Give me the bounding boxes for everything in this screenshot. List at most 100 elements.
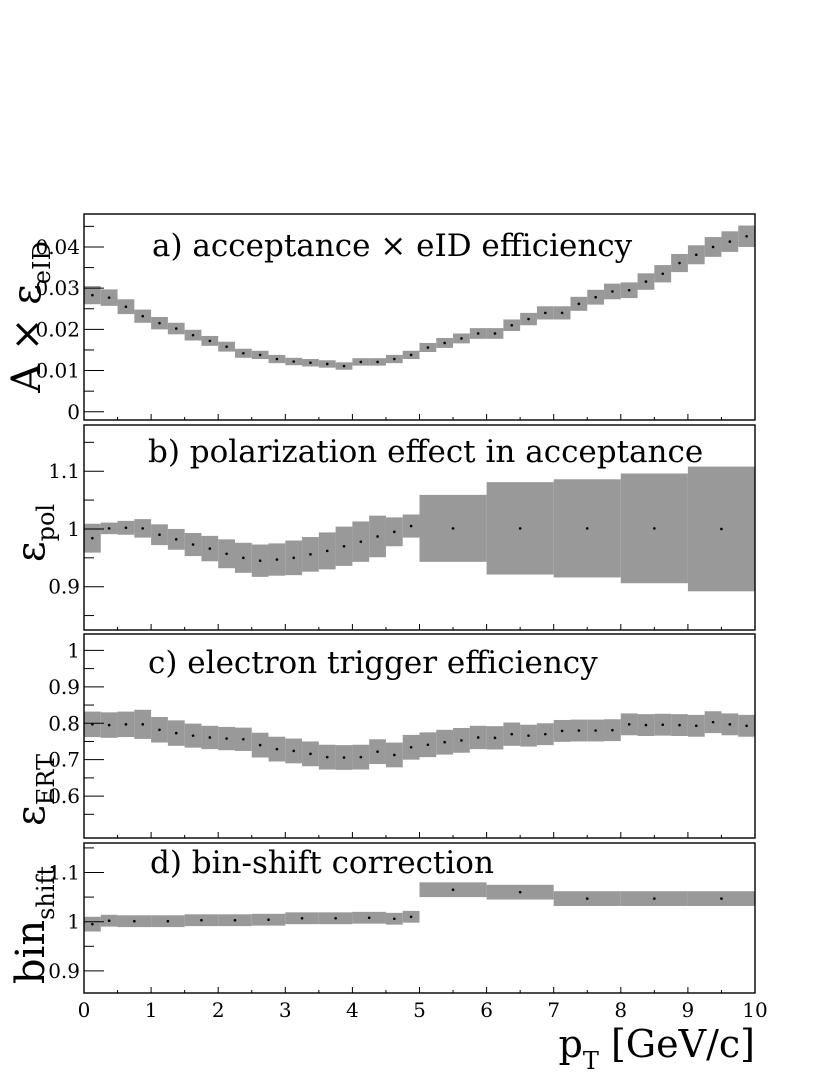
data-point — [225, 552, 228, 556]
data-point — [292, 556, 295, 560]
y-tick-label: 0.04 — [35, 235, 80, 259]
data-point — [460, 337, 463, 340]
data-point — [124, 305, 128, 309]
y-tick-label: 0.9 — [48, 575, 80, 599]
data-point — [141, 314, 145, 318]
data-point — [158, 728, 161, 732]
data-point — [107, 723, 111, 727]
data-point — [527, 317, 530, 321]
data-point — [208, 339, 212, 343]
data-point — [325, 549, 329, 553]
x-tick-label: 8 — [614, 998, 627, 1022]
data-point — [661, 272, 665, 276]
y-tick-label: 1 — [67, 517, 80, 541]
y-tick-label: 0.8 — [48, 711, 80, 735]
y-tick-label: 1.1 — [48, 861, 80, 885]
data-point — [91, 293, 94, 297]
data-point — [661, 723, 665, 727]
data-point — [342, 544, 346, 548]
y-tick-label: 0.01 — [35, 359, 80, 383]
x-tick-label: 6 — [480, 998, 493, 1022]
data-point — [653, 897, 656, 900]
data-point — [141, 723, 145, 726]
data-point — [258, 353, 262, 357]
x-axis-label-main: p — [559, 1022, 583, 1066]
data-point — [443, 341, 446, 345]
data-point — [409, 745, 413, 749]
data-point — [527, 734, 530, 737]
panel-c: 0.6 0.7 0.8 0.9 1 c) electron trigger efficie… — [8, 633, 756, 839]
data-point — [711, 720, 715, 724]
y-axis-label: εERT — [8, 754, 60, 826]
panel-title: c) electron trigger efficiency — [148, 645, 598, 681]
y-axis-label-sub: pol — [32, 504, 60, 542]
data-point — [560, 729, 564, 733]
data-point — [325, 755, 329, 759]
y-axis-label-main: ε — [8, 805, 54, 826]
y-tick-label: 0 — [67, 400, 80, 424]
y-tick-label: 0.9 — [48, 959, 80, 983]
data-point — [493, 332, 497, 335]
y-axis-label-sub: ERT — [32, 754, 60, 805]
data-point — [275, 357, 279, 361]
data-point — [585, 897, 589, 900]
x-tick-label: 3 — [279, 998, 292, 1022]
data-point — [208, 736, 212, 739]
y-tick-label: 1 — [67, 638, 80, 662]
data-point — [585, 527, 589, 530]
data-point — [267, 918, 270, 922]
data-point — [367, 916, 371, 920]
y-tick-label: 1.1 — [48, 459, 80, 483]
data-point — [342, 364, 346, 368]
panel-title: d) bin-shift correction — [150, 845, 494, 881]
data-point — [493, 736, 497, 740]
data-point — [720, 527, 723, 531]
data-point — [460, 739, 463, 742]
data-point — [359, 540, 363, 543]
data-point — [393, 917, 396, 921]
data-point — [443, 740, 446, 744]
data-point — [745, 724, 748, 728]
panel-b: 0.9 1 1.1 b) polarization effect in accepta… — [8, 424, 756, 631]
data-point — [376, 750, 379, 753]
data-point — [359, 755, 363, 759]
data-point — [653, 527, 656, 530]
data-point — [426, 346, 430, 349]
x-tick-label: 5 — [413, 998, 426, 1022]
data-point — [393, 357, 396, 361]
x-tick-label: 1 — [145, 998, 158, 1022]
data-point — [191, 333, 195, 337]
x-axis-label-sub: T — [583, 1047, 599, 1075]
x-axis-label: pT [GeV/c] — [559, 1022, 755, 1075]
data-point — [745, 234, 748, 238]
y-axis-label: binshift — [8, 866, 60, 985]
data-point — [577, 729, 581, 732]
data-point — [451, 888, 455, 892]
data-point — [694, 724, 698, 728]
data-point — [376, 360, 379, 364]
data-point — [594, 729, 597, 732]
data-point — [720, 897, 723, 900]
data-point — [376, 535, 379, 538]
data-point — [158, 321, 161, 325]
y-axis-label: A × εeID — [4, 241, 56, 394]
y-axis-label-main: ε — [8, 541, 54, 562]
data-point — [393, 753, 396, 757]
data-point — [544, 311, 547, 315]
data-point — [242, 556, 245, 560]
panel-title: a) acceptance × eID efficiency — [152, 228, 633, 264]
data-point — [544, 732, 547, 736]
data-point — [174, 327, 178, 330]
data-point — [510, 732, 514, 736]
data-point — [342, 756, 346, 759]
data-point — [476, 736, 480, 739]
x-axis-label-unit: [GeV/c] — [599, 1022, 755, 1066]
data-point — [409, 524, 413, 528]
data-point — [107, 919, 111, 923]
y-tick-label: 0.9 — [48, 675, 80, 699]
data-point — [577, 302, 581, 306]
data-point — [359, 360, 363, 364]
data-point — [518, 890, 522, 894]
data-point — [678, 261, 681, 265]
